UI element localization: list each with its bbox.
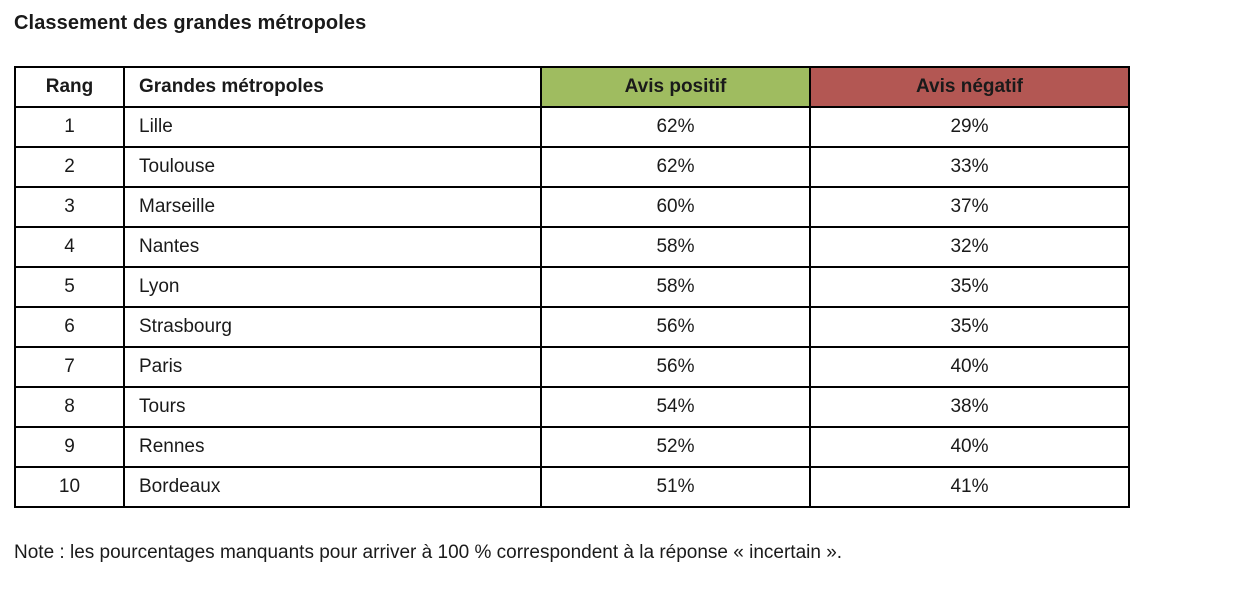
city-cell: Lyon <box>123 266 542 308</box>
city-cell: Marseille <box>123 186 542 228</box>
table-body: 1 Lille 62% 29% 2 Toulouse 62% 33% 3 Marseille 60%… <box>14 106 1130 508</box>
negative-cell: 37% <box>809 186 1130 228</box>
table-row: 8 Tours 54% 38% <box>14 386 1130 428</box>
negative-cell: 35% <box>809 306 1130 348</box>
table-row: 9 Rennes 52% 40% <box>14 426 1130 468</box>
table-row: 6 Strasbourg 56% 35% <box>14 306 1130 348</box>
rank-cell: 3 <box>14 186 125 228</box>
city-cell: Nantes <box>123 226 542 268</box>
table-row: 5 Lyon 58% 35% <box>14 266 1130 308</box>
positive-cell: 62% <box>540 106 811 148</box>
rank-cell: 8 <box>14 386 125 428</box>
positive-cell: 58% <box>540 226 811 268</box>
negative-cell: 40% <box>809 426 1130 468</box>
negative-cell: 33% <box>809 146 1130 188</box>
positive-cell: 58% <box>540 266 811 308</box>
table-row: 3 Marseille 60% 37% <box>14 186 1130 228</box>
ranking-table: Rang Grandes métropoles Avis positif Avi… <box>14 66 1130 508</box>
header-rank: Rang <box>14 66 125 108</box>
positive-cell: 54% <box>540 386 811 428</box>
positive-cell: 62% <box>540 146 811 188</box>
city-cell: Toulouse <box>123 146 542 188</box>
table-row: 1 Lille 62% 29% <box>14 106 1130 148</box>
table-row: 2 Toulouse 62% 33% <box>14 146 1130 188</box>
header-positive: Avis positif <box>540 66 811 108</box>
rank-cell: 1 <box>14 106 125 148</box>
table-row: 10 Bordeaux 51% 41% <box>14 466 1130 508</box>
rank-cell: 10 <box>14 466 125 508</box>
negative-cell: 40% <box>809 346 1130 388</box>
table-row: 4 Nantes 58% 32% <box>14 226 1130 268</box>
city-cell: Strasbourg <box>123 306 542 348</box>
negative-cell: 41% <box>809 466 1130 508</box>
positive-cell: 52% <box>540 426 811 468</box>
city-cell: Paris <box>123 346 542 388</box>
negative-cell: 35% <box>809 266 1130 308</box>
city-cell: Lille <box>123 106 542 148</box>
table-header-row: Rang Grandes métropoles Avis positif Avi… <box>14 66 1130 108</box>
footnote: Note : les pourcentages manquants pour a… <box>14 542 843 563</box>
positive-cell: 56% <box>540 346 811 388</box>
rank-cell: 5 <box>14 266 125 308</box>
rank-cell: 2 <box>14 146 125 188</box>
rank-cell: 6 <box>14 306 125 348</box>
negative-cell: 38% <box>809 386 1130 428</box>
table-row: 7 Paris 56% 40% <box>14 346 1130 388</box>
negative-cell: 29% <box>809 106 1130 148</box>
positive-cell: 56% <box>540 306 811 348</box>
city-cell: Tours <box>123 386 542 428</box>
positive-cell: 60% <box>540 186 811 228</box>
city-cell: Rennes <box>123 426 542 468</box>
page-title: Classement des grandes métropoles <box>14 12 367 34</box>
rank-cell: 7 <box>14 346 125 388</box>
header-negative: Avis négatif <box>809 66 1130 108</box>
header-city: Grandes métropoles <box>123 66 542 108</box>
rank-cell: 4 <box>14 226 125 268</box>
positive-cell: 51% <box>540 466 811 508</box>
rank-cell: 9 <box>14 426 125 468</box>
negative-cell: 32% <box>809 226 1130 268</box>
city-cell: Bordeaux <box>123 466 542 508</box>
